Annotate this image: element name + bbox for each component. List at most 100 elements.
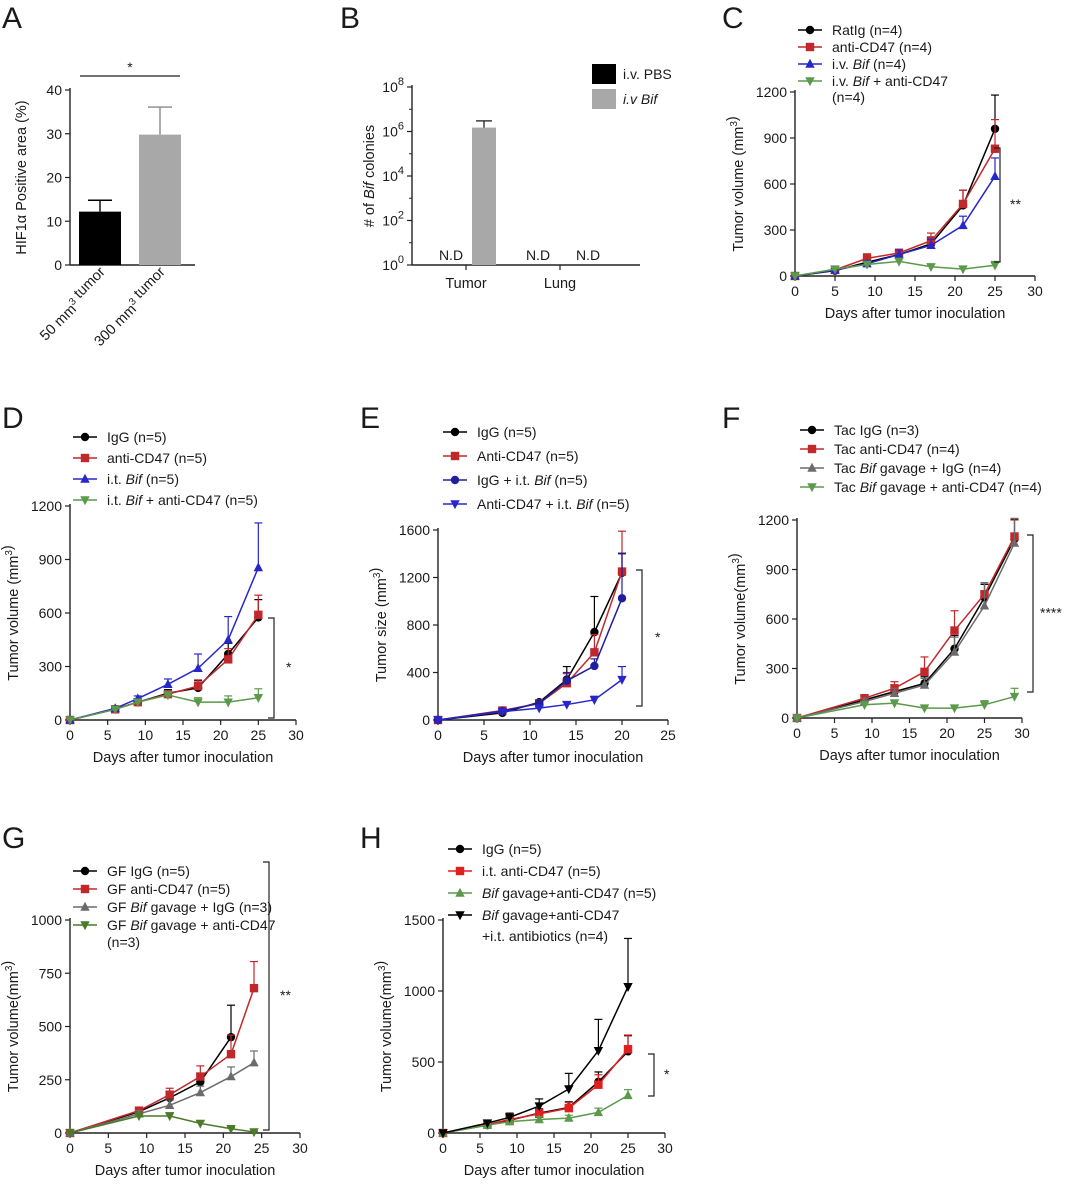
data-point [504,1113,515,1123]
series-line [437,679,623,721]
data-point [862,260,872,270]
legend-label: i.t. anti-CD47 (n=5) [482,863,601,879]
data-point [979,701,990,710]
legend-label: i.t. Bif + anti-CD47 (n=5) [107,492,258,508]
y-axis-label: Tumor volume (mm3) [725,116,747,252]
data-point [958,199,968,209]
data-point [534,704,544,714]
data-point [193,698,203,708]
significance-bracket [268,617,275,719]
legend-marker [80,884,90,894]
x-axis-label: Days after tumor inoculation [819,748,1000,764]
x-tick-label: 5 [476,1140,484,1156]
series-line [69,1115,255,1134]
x-tick-label: 15 [568,727,584,743]
y-tick-label: 0 [422,712,430,728]
x-tick-label: 25 [977,725,993,741]
series [792,687,1020,724]
legend-marker [455,866,465,876]
data-point [134,1112,144,1122]
data-point [617,594,627,603]
data-point [253,694,264,703]
x-axis-label: Days after tumor inoculation [825,306,1006,322]
panel-h: H 0 5 10 15 20 25 30 0 500 1000 1500 Days after tumo… [360,822,673,1179]
y-tick-label: 300 [766,661,790,677]
data-point [894,249,904,259]
data-point [949,704,960,714]
y-tick-label: 500 [412,1054,436,1070]
y-axis-label: Tumor size (mm3) [368,568,390,683]
panel-label: B [340,2,360,35]
legend-marker [80,473,90,483]
y-tick-label: 0 [427,1125,435,1141]
legend-label: GF anti-CD47 (n=5) [107,881,230,897]
y-tick-label: 900 [766,562,790,578]
category-label: Tumor [445,276,487,292]
legend-marker [805,58,815,68]
significance-bracket [1027,534,1034,693]
legend-label: RatIg (n=4) [832,22,902,38]
legend-marker [450,427,460,437]
panel-label: C [722,2,744,35]
x-tick-label: 0 [793,725,801,741]
data-point [534,1102,544,1112]
legend-marker [80,432,90,442]
significance-bracket [636,569,643,707]
series-line [69,616,259,721]
x-tick-label: 25 [251,727,267,743]
x-tick-label: 20 [947,283,963,299]
y-tick-label: 0 [54,1125,62,1141]
series [65,1004,236,1138]
legend-label: GF IgG (n=5) [107,863,190,879]
category-label: 50 mm3 tumor [33,264,113,344]
x-tick-label: 0 [439,1140,447,1156]
y-tick-label: 1600 [399,522,430,538]
legend-marker [80,866,90,876]
series [433,665,627,726]
legend-marker [80,901,90,911]
x-tick-label: 15 [175,727,191,743]
x-tick-label: 0 [791,283,799,299]
series [65,594,263,725]
x-tick-label: 20 [583,1140,599,1156]
data-point [564,1103,573,1113]
data-point [859,701,870,710]
y-axis-label: Tumor volume(mm3) [727,553,749,685]
legend-label: GF Bif gavage + IgG (n=3) [107,899,272,915]
x-tick-label: 5 [831,725,839,741]
x-axis-label: Days after tumor inoculation [93,750,274,766]
legend-marker [455,887,465,897]
data-point [920,667,929,676]
data-point [249,1128,259,1138]
significance-label: * [664,1066,670,1082]
legend-marker [450,500,460,510]
data-point [830,265,840,275]
legend-marker [450,451,460,461]
legend-label: i.v. Bif + anti-CD47 [832,73,948,89]
y-tick-label: 100 [382,254,404,273]
data-point [889,699,900,709]
legend-label: +i.t. antibiotics (n=4) [482,928,608,944]
series-line [69,1036,232,1134]
data-point [226,1071,236,1081]
x-tick-label: 5 [104,727,112,743]
x-tick-label: 20 [216,1140,232,1156]
y-tick-label: 900 [764,130,788,146]
data-point [254,610,263,619]
legend-swatch [592,64,616,84]
x-tick-label: 25 [254,1140,270,1156]
y-tick-label: 0 [779,268,787,284]
x-tick-label: 10 [139,1140,155,1156]
panel-g: G 0 5 10 15 20 25 30 0 250 500 750 1000 Days after tu… [0,822,308,1179]
x-tick-label: 15 [902,725,918,741]
x-tick-label: 0 [66,727,74,743]
x-tick-label: 5 [831,283,839,299]
x-tick-label: 15 [546,1140,562,1156]
legend-label: IgG (n=5) [477,424,537,440]
x-tick-label: 25 [660,727,676,743]
data-point [958,265,968,275]
data-point [224,655,233,664]
legend-label: Anti-CD47 (n=5) [477,448,579,464]
